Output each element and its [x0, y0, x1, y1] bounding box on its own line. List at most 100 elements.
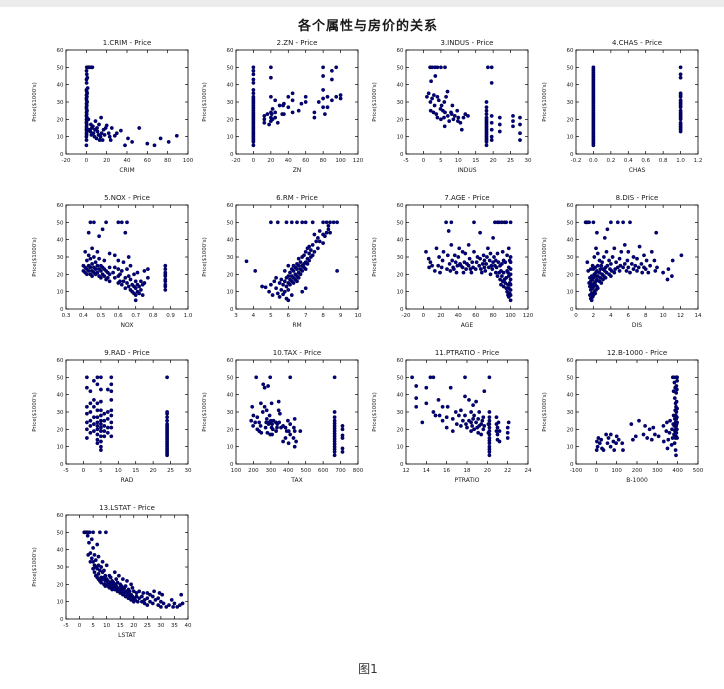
svg-text:30: 30: [227, 410, 234, 416]
svg-text:1.0: 1.0: [676, 158, 685, 164]
svg-text:0: 0: [230, 152, 234, 158]
subplot-indus-price: 3.INDUS - Price -5 0 5 10 15 20 25 30 0 10 20 30 40 50…: [368, 36, 538, 191]
y-axis-label: Price($1000's): [542, 237, 548, 277]
svg-text:9: 9: [339, 313, 343, 319]
svg-text:20: 20: [57, 427, 64, 433]
y-axis-label: Price($1000's): [202, 82, 208, 122]
svg-text:20: 20: [227, 272, 234, 278]
svg-text:50: 50: [227, 220, 234, 226]
svg-text:20: 20: [103, 158, 110, 164]
svg-text:50: 50: [567, 375, 574, 381]
subplot-title: 12.B-1000 - Price: [607, 349, 667, 357]
subplot-ptratio-price: 11.PTRATIO - Price 12 14 16 18 20 22 24 0 10 20 30 4…: [368, 346, 538, 501]
svg-text:5: 5: [91, 623, 95, 629]
svg-text:30: 30: [567, 410, 574, 416]
svg-text:30: 30: [227, 255, 234, 261]
y-axis-label: Price($1000's): [372, 392, 378, 432]
svg-text:30: 30: [397, 255, 404, 261]
svg-text:18: 18: [464, 468, 471, 474]
svg-text:20: 20: [397, 427, 404, 433]
svg-text:60: 60: [302, 158, 309, 164]
subplot-title: 7.AGE - Price: [444, 194, 489, 202]
svg-text:20: 20: [437, 313, 444, 319]
svg-text:14: 14: [695, 313, 702, 319]
y-axis-label: Price($1000's): [32, 237, 38, 277]
svg-text:4: 4: [609, 313, 613, 319]
data-points: [425, 65, 522, 148]
svg-text:20: 20: [130, 623, 137, 629]
svg-text:600: 600: [318, 468, 329, 474]
svg-text:40: 40: [567, 393, 574, 399]
x-axis-label: NOX: [121, 322, 134, 329]
data-points: [583, 220, 684, 303]
svg-text:0.6: 0.6: [114, 313, 123, 319]
svg-text:0: 0: [252, 158, 256, 164]
svg-text:4: 4: [252, 313, 256, 319]
subplot-title: 3.INDUS - Price: [441, 39, 494, 47]
svg-text:0.6: 0.6: [641, 158, 650, 164]
svg-text:0.4: 0.4: [79, 313, 88, 319]
svg-text:40: 40: [567, 83, 574, 89]
svg-text:1.0: 1.0: [184, 313, 193, 319]
scatter-plot-canvas: 8.DIS - Price 0 2 4 6 8 10 12 14 0 10 20 30 40 50 60 DIS…: [542, 194, 702, 329]
svg-text:6: 6: [627, 313, 631, 319]
subplot-chas-price: 4.CHAS - Price -0.2 0.0 0.2 0.4 0.6 0.8 1.0 1.2 0…: [538, 36, 708, 191]
subplot-title: 9.RAD - Price: [104, 349, 150, 357]
svg-text:10: 10: [567, 135, 574, 141]
data-points: [591, 65, 683, 148]
subplot-title: 1.CRIM - Price: [103, 39, 152, 47]
x-axis-label: RM: [292, 322, 301, 329]
svg-text:50: 50: [57, 220, 64, 226]
svg-text:12: 12: [677, 313, 684, 319]
subplot-title: 2.ZN - Price: [277, 39, 318, 47]
svg-text:60: 60: [397, 48, 404, 54]
svg-text:80: 80: [164, 158, 171, 164]
svg-text:0: 0: [85, 158, 89, 164]
y-axis-label: Price($1000's): [542, 82, 548, 122]
svg-text:12: 12: [403, 468, 410, 474]
svg-text:-5: -5: [63, 468, 69, 474]
svg-text:30: 30: [57, 565, 64, 571]
subplot-tax-price: 10.TAX - Price 100 200 300 400 500 600 700 800 0 1…: [198, 346, 368, 501]
svg-text:0: 0: [82, 468, 86, 474]
svg-text:15: 15: [132, 468, 139, 474]
x-axis-label: ZN: [293, 167, 302, 174]
data-points: [244, 220, 340, 303]
svg-text:10: 10: [567, 290, 574, 296]
subplot-title: 11.PTRATIO - Price: [435, 349, 499, 357]
svg-text:20: 20: [567, 272, 574, 278]
subplot-rm-price: 6.RM - Price 3 4 5 6 7 8 9 10 0 10 20 30 40 50 60 RM Pric…: [198, 191, 368, 346]
svg-text:0: 0: [230, 462, 234, 468]
svg-text:30: 30: [525, 158, 532, 164]
subplot-title: 13.LSTAT - Price: [99, 504, 155, 512]
svg-text:30: 30: [397, 410, 404, 416]
svg-text:50: 50: [227, 65, 234, 71]
svg-text:40: 40: [57, 238, 64, 244]
svg-text:40: 40: [227, 393, 234, 399]
svg-text:60: 60: [144, 158, 151, 164]
subplot-b1000-price: 12.B-1000 - Price -100 0 100 200 300 400 500 0 10…: [538, 346, 708, 501]
x-axis-label: DIS: [632, 322, 642, 329]
scatter-plot-canvas: 5.NOX - Price 0.3 0.4 0.5 0.6 0.7 0.8 0.9 1.0 0 10…: [32, 194, 193, 329]
subplot-crim-price: 1.CRIM - Price -20 0 20 40 60 80 100 0 10 20 30 40 50…: [28, 36, 198, 191]
scatter-plot-canvas: 3.INDUS - Price-5 0 5 10 15 20 25 3001020304050…: [372, 39, 532, 174]
svg-text:40: 40: [397, 393, 404, 399]
svg-text:25: 25: [144, 623, 151, 629]
svg-text:10: 10: [567, 445, 574, 451]
svg-text:0: 0: [570, 152, 574, 158]
x-axis-label: LSTAT: [118, 632, 136, 639]
svg-text:30: 30: [57, 255, 64, 261]
svg-text:0: 0: [570, 307, 574, 313]
svg-text:14: 14: [423, 468, 430, 474]
svg-text:30: 30: [227, 100, 234, 106]
svg-text:40: 40: [185, 623, 192, 629]
scatter-plot-canvas: 2.ZN - Price-20 0 20 40 60 80 100 1200102030405…: [202, 39, 364, 174]
svg-text:20: 20: [397, 272, 404, 278]
svg-text:20: 20: [397, 117, 404, 123]
svg-text:100: 100: [183, 158, 194, 164]
svg-text:20: 20: [267, 158, 274, 164]
svg-text:10: 10: [227, 290, 234, 296]
x-axis-label: AGE: [461, 322, 474, 329]
svg-text:500: 500: [693, 468, 704, 474]
